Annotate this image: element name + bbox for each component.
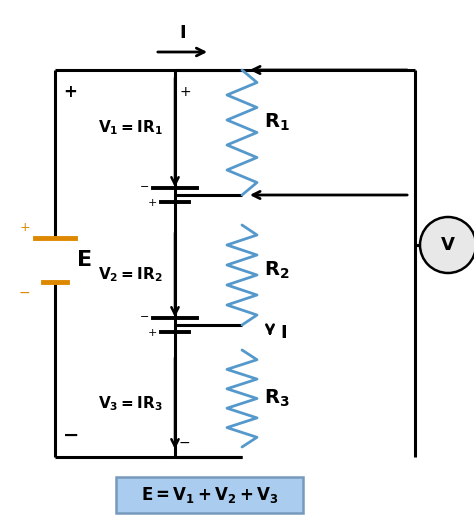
Text: I: I bbox=[280, 323, 287, 341]
Text: $\mathbf{R_2}$: $\mathbf{R_2}$ bbox=[264, 259, 290, 281]
Text: −: − bbox=[140, 182, 149, 192]
FancyBboxPatch shape bbox=[117, 477, 303, 513]
Text: $\mathbf{R_3}$: $\mathbf{R_3}$ bbox=[264, 388, 290, 409]
Text: V: V bbox=[441, 236, 455, 254]
Text: +: + bbox=[147, 198, 157, 208]
Text: +: + bbox=[63, 83, 77, 101]
Text: −: − bbox=[63, 425, 79, 445]
Text: +: + bbox=[147, 328, 157, 338]
Text: $\mathbf{E{=}V_1 + V_2 + V_3}$: $\mathbf{E{=}V_1 + V_2 + V_3}$ bbox=[141, 485, 279, 505]
Text: E: E bbox=[77, 250, 92, 270]
Circle shape bbox=[420, 217, 474, 273]
Text: $\mathbf{R_1}$: $\mathbf{R_1}$ bbox=[264, 112, 290, 133]
Text: $\mathbf{V_3{=}IR_3}$: $\mathbf{V_3{=}IR_3}$ bbox=[98, 394, 162, 413]
Text: −: − bbox=[179, 436, 191, 450]
Text: +: + bbox=[19, 221, 30, 234]
Text: −: − bbox=[18, 286, 30, 300]
Text: $\mathbf{V_2{=}IR_2}$: $\mathbf{V_2{=}IR_2}$ bbox=[98, 266, 162, 285]
Text: $\mathbf{V_1{=}IR_1}$: $\mathbf{V_1{=}IR_1}$ bbox=[98, 118, 163, 137]
Text: I: I bbox=[179, 24, 186, 42]
Text: +: + bbox=[180, 85, 191, 99]
Text: −: − bbox=[140, 312, 149, 322]
